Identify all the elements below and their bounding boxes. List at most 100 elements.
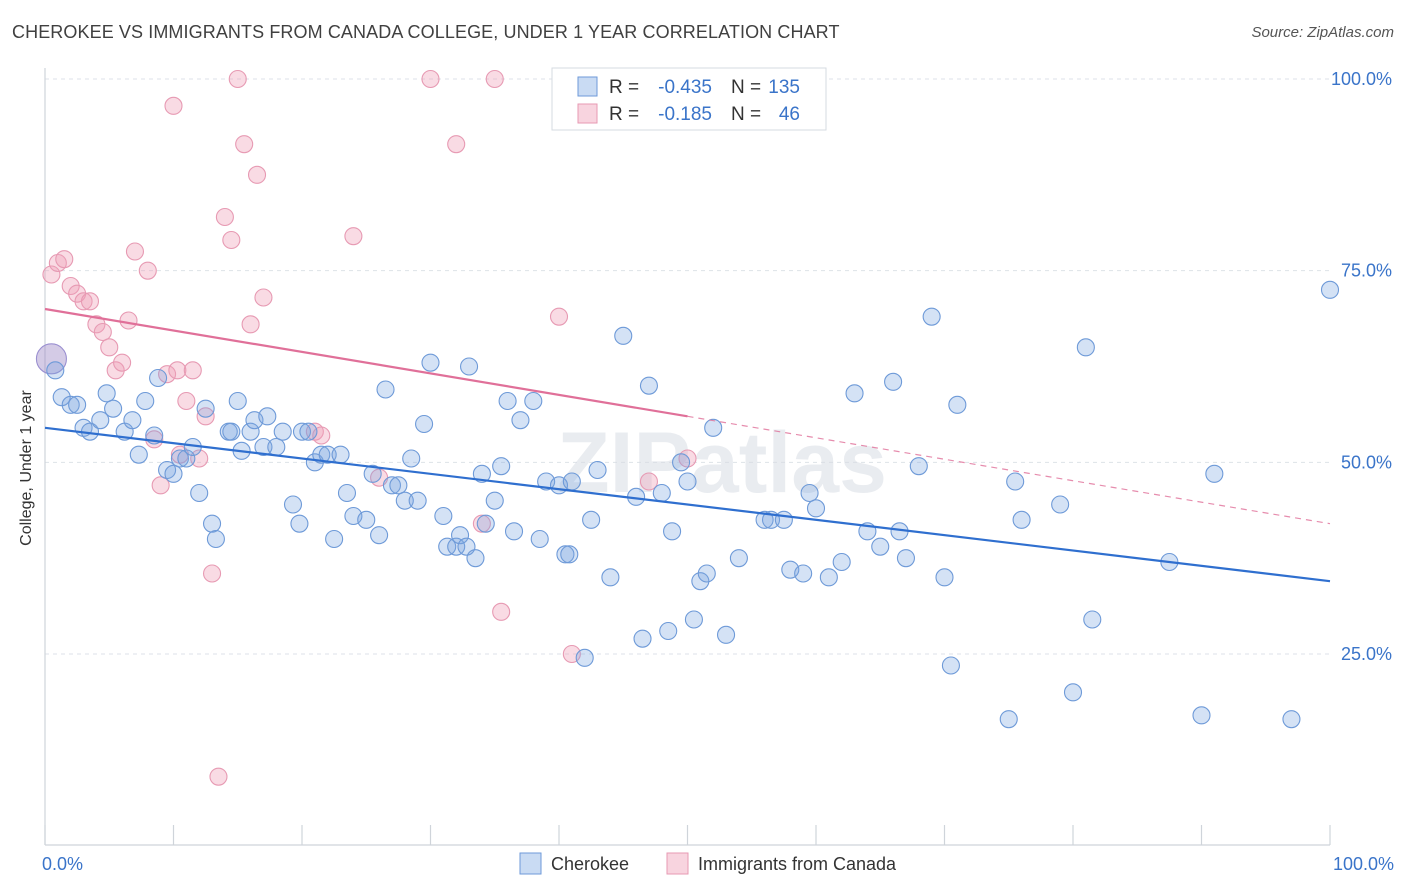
bottom-legend: Cherokee Immigrants from Canada [519,852,897,875]
point-cherokee [459,357,479,376]
point-cherokee [633,629,652,648]
point-immigrants-from-canada [87,315,106,334]
point-cherokee [312,445,331,464]
point-cherokee [530,529,549,549]
point-cherokee [415,414,434,434]
point-immigrants-from-canada [93,322,112,342]
point-cherokee [370,526,389,545]
legend-r-value: -0.185 [658,104,712,125]
point-cherokee [556,545,575,564]
point-immigrants-from-canada [203,564,222,583]
point-immigrants-from-canada [190,449,209,468]
legend-n-label: N = [731,77,761,98]
tick-labels: 25.0% 50.0% 75.0% 100.0% 0.0% 100.0% [42,69,1394,874]
point-cherokee [659,621,678,641]
point-immigrants-from-canada [106,361,125,380]
bottom-legend-swatch-immigrants [666,852,689,875]
point-cherokee [697,564,716,583]
point-immigrants-from-canada [183,361,202,380]
point-immigrants-from-canada [100,338,119,357]
point-cherokee [97,384,116,403]
point-cherokee [1282,710,1301,729]
x-tick-label-min: 0.0% [42,854,83,874]
point-cherokee [451,526,470,545]
series-cherokee [35,280,1340,729]
point-cherokee [896,549,916,568]
legend-swatch [577,76,598,97]
point-cherokee [196,399,215,418]
point-immigrants-from-canada [158,365,177,384]
point-immigrants-from-canada [61,276,80,296]
point-cherokee [794,564,813,583]
point-immigrants-from-canada [151,476,170,495]
point-cherokee [774,510,793,529]
point-cherokee [318,445,337,464]
point-cherokee [922,307,941,326]
point-cherokee [1063,683,1083,702]
point-immigrants-from-canada [344,227,363,246]
y-tick-label: 100.0% [1331,69,1392,89]
point-cherokee [61,395,80,414]
point-cherokee [68,395,87,414]
point-cherokee [716,625,736,644]
point-immigrants-from-canada [164,96,183,115]
point-immigrants-from-canada [247,165,267,184]
legend: R = -0.435 N = 135 R = -0.185 N = 46 [551,67,827,131]
point-cherokee [325,529,344,549]
point-cherokee [498,391,517,411]
point-cherokee [290,514,309,533]
point-cherokee [241,422,260,441]
bottom-legend-swatch-cherokee [519,852,542,875]
point-cherokee [389,476,408,495]
point-cherokee [729,549,748,568]
point-cherokee [376,380,395,399]
point-cherokee [206,529,225,549]
point-immigrants-from-canada [138,261,157,280]
point-immigrants-from-canada [215,207,234,227]
point-cherokee [258,407,277,426]
series-immigrants-from-canada [42,69,697,786]
point-immigrants-from-canada [42,265,61,284]
point-cherokee [562,472,581,491]
point-immigrants-from-canada [177,391,196,411]
point-cherokee [357,510,376,529]
point-cherokee [177,449,196,468]
point-immigrants-from-canada [492,602,511,621]
point-immigrants-from-canada [80,292,100,311]
point-immigrants-from-canada [241,315,260,334]
point-cherokee [560,545,579,564]
point-cherokee [601,568,620,587]
point-immigrants-from-canada [639,472,659,491]
point-cherokee [800,483,819,503]
point-immigrants-from-canada [119,311,138,330]
point-cherokee [684,610,703,629]
point-cherokee [292,422,312,441]
gridlines [45,78,1330,655]
point-cherokee [283,495,303,514]
point-cherokee [1051,495,1070,514]
point-cherokee [408,491,427,510]
point-cherokee [164,464,183,483]
point-immigrants-from-canada [55,250,74,269]
point-cherokee [254,437,273,457]
point-immigrants-from-canada [209,767,228,786]
point-cherokee [466,549,485,568]
point-cherokee [935,568,954,587]
y-tick-label: 75.0% [1341,261,1392,281]
point-cherokee [382,476,402,495]
point-cherokee [639,376,659,395]
trend-line-immigrants-from-canada [44,307,688,418]
legend-n-label: N = [731,104,761,125]
point-cherokee [691,572,710,591]
point-immigrants-from-canada [222,230,241,250]
point-immigrants-from-canada [485,69,504,89]
point-cherokee [476,514,495,533]
point-cherokee [678,472,697,491]
legend-swatch [577,103,598,124]
point-cherokee [337,483,357,503]
point-cherokee [524,391,543,411]
point-cherokee [704,418,723,437]
legend-r-label: R = [609,77,639,98]
point-cherokee [299,422,318,441]
